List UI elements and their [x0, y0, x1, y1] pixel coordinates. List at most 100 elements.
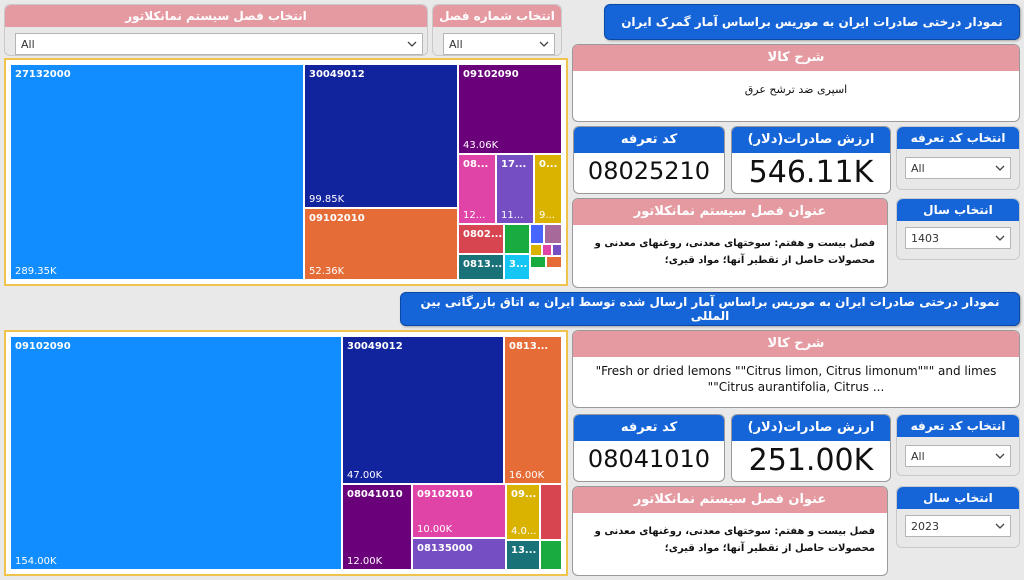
top-treemap-tile[interactable] — [542, 244, 552, 256]
top-treemap-tile-label: 09102090 — [463, 69, 519, 80]
chevron-down-icon — [539, 41, 549, 47]
bottom-tariff-code-card: کد تعرفه 08041010 — [573, 414, 725, 482]
bottom-treemap-tile-value: 154.00K — [15, 556, 57, 567]
bottom-goods-desc-label: شرح کالا — [573, 331, 1019, 357]
bottom-treemap-tile-value: 16.00K — [509, 470, 545, 481]
bottom-export-value-label: ارزش صادرات(دلار) — [732, 415, 890, 441]
bottom-treemap-tile-label: 08135000 — [417, 543, 473, 554]
top-tariff-code-card: کد تعرفه 08025210 — [573, 126, 725, 194]
top-treemap-tile-label: 08... — [463, 159, 489, 170]
bottom-year-select[interactable]: 2023 — [905, 515, 1011, 537]
top-tariff-code-value: 08025210 — [587, 157, 711, 185]
bottom-treemap-tile[interactable]: 30049012 47.00K — [342, 336, 504, 484]
top-treemap-tile[interactable] — [552, 244, 562, 256]
top-tariff-select-label: انتخاب کد تعرفه — [897, 127, 1019, 149]
bottom-treemap-tile-value: 10.00K — [417, 524, 453, 535]
top-treemap-tile[interactable]: 09102010 52.36K — [304, 208, 458, 280]
chevron-down-icon — [995, 235, 1005, 241]
top-treemap-tile[interactable]: 08... 12... — [458, 154, 496, 224]
chapter-number-filter-label: انتخاب شماره فصل — [433, 5, 561, 27]
bottom-tariff-code-value: 08041010 — [587, 445, 711, 473]
top-treemap-tile[interactable] — [546, 256, 562, 268]
top-treemap-tile-label: 3... — [509, 259, 528, 270]
top-treemap-tile[interactable]: 0802... — [458, 224, 504, 254]
bottom-tariff-select[interactable]: All — [905, 445, 1011, 467]
bottom-treemap-tile[interactable]: 09102010 10.00K — [412, 484, 506, 538]
nomenclature-filter: انتخاب فصل سیستم نمانکلاتور All — [4, 4, 428, 56]
top-treemap-tile[interactable] — [530, 244, 542, 256]
bottom-export-value-card: ارزش صادرات(دلار) 251.00K — [731, 414, 891, 482]
bottom-treemap-tile[interactable] — [540, 540, 562, 570]
bottom-goods-desc-card: شرح کالا "Fresh or dried lemons ""Citrus… — [572, 330, 1020, 408]
nomenclature-filter-label: انتخاب فصل سیستم نمانکلاتور — [5, 5, 427, 27]
top-treemap-tile-label: 27132000 — [15, 69, 71, 80]
bottom-treemap-tile[interactable]: 0813... 16.00K — [504, 336, 562, 484]
top-treemap-tile-value: 11... — [501, 210, 524, 221]
top-treemap-tile-value: 43.06K — [463, 140, 499, 151]
bottom-treemap-tile-label: 08041010 — [347, 489, 403, 500]
top-year-select[interactable]: 1403 — [905, 227, 1011, 249]
bottom-chart-title: نمودار درختی صادرات ایران به موریس براسا… — [400, 292, 1020, 326]
top-treemap-tile[interactable]: 09102090 43.06K — [458, 64, 562, 154]
bottom-treemap-tile[interactable]: 13... — [506, 540, 540, 570]
top-tariff-select-filter: انتخاب کد تعرفه All — [896, 126, 1020, 190]
top-treemap-tile[interactable]: 30049012 99.85K — [304, 64, 458, 208]
top-tariff-select-value: All — [911, 162, 925, 175]
top-treemap-tile-label: 0... — [539, 159, 558, 170]
bottom-year-label: انتخاب سال — [897, 487, 1019, 509]
bottom-treemap-tile[interactable]: 09102090 154.00K — [10, 336, 342, 570]
top-chart-title: نمودار درختی صادرات ایران به موریس براسا… — [604, 4, 1020, 40]
top-treemap-tile[interactable]: 17... 11... — [496, 154, 534, 224]
top-treemap-tile[interactable] — [504, 224, 530, 254]
bottom-treemap-tile-value: 12.00K — [347, 556, 383, 567]
bottom-treemap-tile-label: 09102010 — [417, 489, 473, 500]
top-treemap-tile-value: 99.85K — [309, 194, 345, 205]
bottom-chapter-title-card: عنوان فصل سیستم نمانکلاتور فصل بیست و هف… — [572, 486, 888, 576]
top-export-value-card: ارزش صادرات(دلار) 546.11K — [731, 126, 891, 194]
bottom-treemap-tile[interactable]: 09... 4.0... — [506, 484, 540, 540]
bottom-tariff-select-label: انتخاب کد تعرفه — [897, 415, 1019, 437]
bottom-year-filter: انتخاب سال 2023 — [896, 486, 1020, 548]
top-treemap-tile[interactable]: 0813... — [458, 254, 504, 280]
top-treemap-tile-value: 9... — [539, 210, 555, 221]
top-treemap-tile[interactable]: 3... — [504, 254, 530, 280]
top-treemap-tile[interactable]: 27132000 289.35K — [10, 64, 304, 280]
top-treemap-tile[interactable] — [544, 224, 562, 244]
top-treemap: 27132000 289.35K 30049012 99.85K 09102090 43.… — [4, 58, 568, 286]
bottom-treemap-tile-label: 30049012 — [347, 341, 403, 352]
bottom-treemap-tile[interactable] — [540, 484, 562, 540]
bottom-treemap: 09102090 154.00K 30049012 47.00K 0813... 16.0… — [4, 330, 568, 576]
top-year-select-value: 1403 — [911, 232, 939, 245]
top-treemap-tile-label: 17... — [501, 159, 527, 170]
nomenclature-select[interactable]: All — [15, 33, 423, 55]
top-treemap-tile[interactable] — [530, 256, 546, 268]
top-treemap-tile-value: 289.35K — [15, 266, 57, 277]
chapter-number-select-value: All — [449, 38, 463, 51]
bottom-tariff-select-filter: انتخاب کد تعرفه All — [896, 414, 1020, 476]
top-treemap-tile[interactable] — [530, 224, 544, 244]
top-export-value-label: ارزش صادرات(دلار) — [732, 127, 890, 153]
bottom-export-value-value: 251.00K — [748, 443, 874, 478]
bottom-treemap-tile[interactable]: 08135000 — [412, 538, 506, 570]
top-goods-desc-card: شرح کالا اسپری ضد ترشح عرق — [572, 44, 1020, 122]
bottom-treemap-tile-label: 0813... — [509, 341, 549, 352]
bottom-chapter-title-value: فصل بیست و هفتم: سوختهای معدنی، روغنهای … — [594, 526, 875, 554]
bottom-chapter-title-label: عنوان فصل سیستم نمانکلاتور — [573, 487, 887, 513]
chevron-down-icon — [407, 41, 417, 47]
top-treemap-tile-label: 0813... — [463, 259, 503, 270]
bottom-goods-desc-value: "Fresh or dried lemons ""Citrus limon, C… — [595, 364, 997, 394]
top-treemap-tile-value: 12... — [463, 210, 486, 221]
bottom-year-select-value: 2023 — [911, 520, 939, 533]
bottom-tariff-select-value: All — [911, 450, 925, 463]
top-chapter-title-value: فصل بیست و هفتم: سوختهای معدنی، روغنهای … — [594, 238, 875, 266]
chevron-down-icon — [995, 453, 1005, 459]
top-treemap-tile[interactable]: 0... 9... — [534, 154, 562, 224]
bottom-treemap-tile[interactable]: 08041010 12.00K — [342, 484, 412, 570]
top-tariff-select[interactable]: All — [905, 157, 1011, 179]
bottom-treemap-tile-value: 4.0... — [511, 526, 537, 537]
chapter-number-select[interactable]: All — [443, 33, 555, 55]
top-goods-desc-label: شرح کالا — [573, 45, 1019, 71]
top-year-filter: انتخاب سال 1403 — [896, 198, 1020, 260]
chevron-down-icon — [995, 165, 1005, 171]
chevron-down-icon — [995, 523, 1005, 529]
